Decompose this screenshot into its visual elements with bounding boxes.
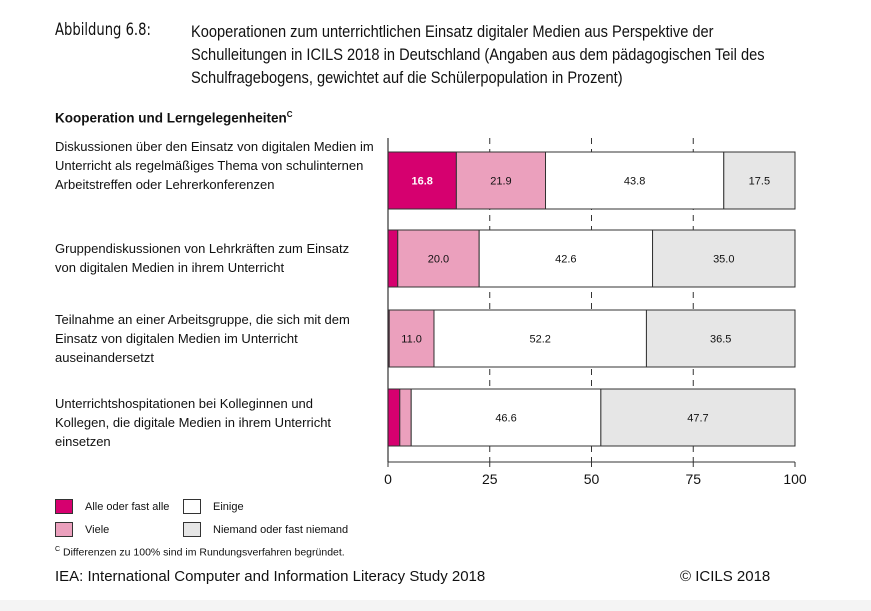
legend-swatch-einige	[183, 499, 201, 514]
source-text: IEA: International Computer and Informat…	[55, 568, 486, 585]
category-label: Diskussionen über den Einsatz von digita…	[55, 139, 374, 192]
legend-swatch-alle	[55, 499, 73, 514]
legend-label: Niemand oder fast niemand	[213, 524, 349, 536]
bar-segment	[387, 388, 401, 447]
legend-label: Viele	[85, 524, 110, 536]
page-bottom	[0, 600, 871, 611]
bar-segment	[478, 229, 654, 288]
bar-segment	[388, 309, 435, 368]
data-label: 47.7	[687, 413, 708, 425]
category-label: Teilnahme an einer Arbeitsgruppe, die si…	[55, 312, 350, 365]
category-label: Unterrichtshospitationen bei Kolleginnen…	[55, 396, 332, 449]
legend-label: Alle oder fast alle	[85, 501, 170, 513]
legend-swatch-niemand	[183, 522, 201, 537]
x-tick-label: 50	[584, 471, 600, 487]
bar-segment	[387, 229, 399, 288]
data-label: 17.5	[749, 176, 770, 188]
bar-segment	[652, 229, 796, 288]
footnote-text: Differenzen zu 100% sind im Rundungsverf…	[62, 546, 345, 559]
data-label: 16.8	[411, 176, 432, 188]
bar-segment	[410, 388, 602, 447]
data-label: 52.2	[530, 334, 551, 346]
data-label: 36.5	[710, 334, 731, 346]
x-tick-label: 75	[685, 471, 701, 487]
section-title-text: Kooperation und Lerngelegenheiten	[55, 110, 287, 126]
section-sup: C	[286, 110, 293, 119]
x-tick-label: 100	[783, 471, 807, 487]
bar-segment	[387, 151, 457, 210]
bar-segment	[397, 229, 480, 288]
bar-segment	[455, 151, 547, 210]
category-label: Gruppendiskussionen von Lehrkräften zum …	[55, 241, 350, 275]
x-tick-label: 25	[482, 471, 498, 487]
figure-title: Kooperationen zum unterrichtlichen Einsa…	[191, 22, 765, 87]
figure-label: Abbildung 6.8:	[55, 20, 151, 40]
data-label: 35.0	[713, 254, 734, 266]
footnote: C Differenzen zu 100% sind im Rundungsve…	[55, 546, 345, 559]
data-label: 46.6	[495, 413, 516, 425]
data-label: 20.0	[428, 254, 449, 266]
bar-segment	[645, 309, 796, 368]
data-label: 43.8	[624, 176, 645, 188]
bar-segment	[723, 151, 796, 210]
bar-segment	[545, 151, 725, 210]
legend-swatch-viele	[55, 522, 73, 537]
copyright-text: © ICILS 2018	[680, 568, 771, 585]
bar-segment	[399, 388, 412, 447]
bar-segment	[433, 309, 647, 368]
data-label: 21.9	[490, 176, 511, 188]
data-label: 42.6	[555, 254, 576, 266]
section-title: Kooperation und LerngelegenheitenC	[55, 110, 293, 126]
legend-label: Einige	[213, 501, 244, 513]
x-tick-label: 0	[384, 471, 392, 487]
footnote-sup: C	[55, 546, 61, 553]
data-label: 11.0	[401, 334, 422, 346]
bar-segment	[600, 388, 796, 447]
